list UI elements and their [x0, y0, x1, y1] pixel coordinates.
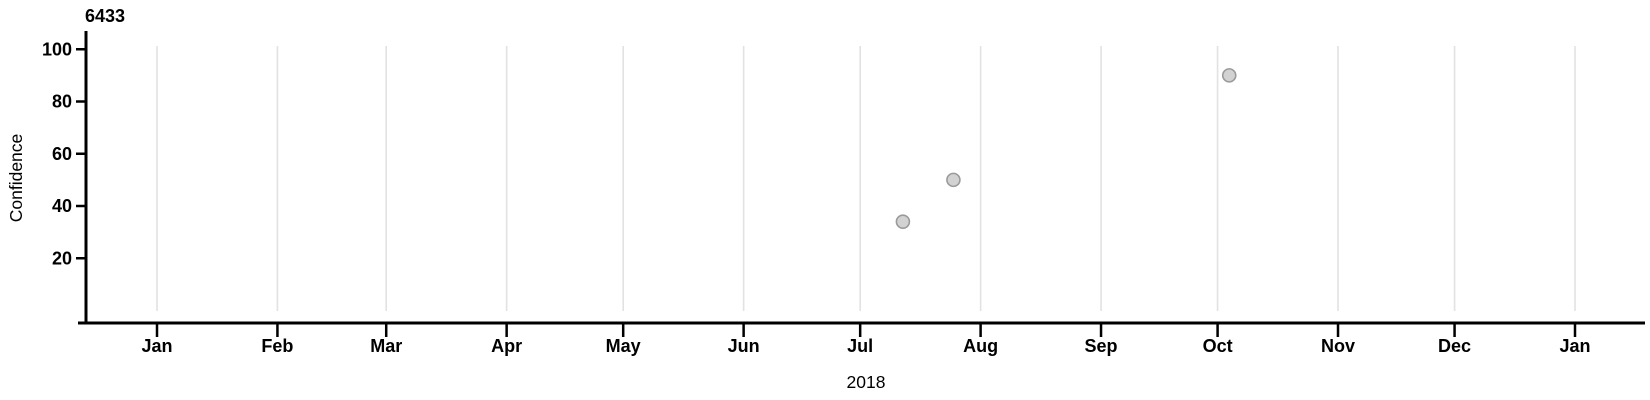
x-tick-label: Nov [1321, 336, 1355, 356]
y-tick-label: 60 [52, 144, 72, 164]
y-tick-label: 100 [42, 39, 72, 59]
x-tick-label: Mar [370, 336, 402, 356]
data-point [946, 172, 961, 188]
x-tick-label: Jul [847, 336, 873, 356]
y-tick-label: 20 [52, 248, 72, 268]
x-tick-label: Jun [728, 336, 760, 356]
x-tick-label: Sep [1085, 336, 1118, 356]
data-point [1221, 68, 1237, 83]
y-tick-label: 80 [52, 92, 72, 112]
x-tick-label: Jan [141, 336, 172, 356]
x-tick-label: Oct [1203, 336, 1233, 356]
data-point [895, 214, 911, 229]
x-tick-label: May [606, 336, 641, 356]
x-axis-label: 2018 [847, 372, 886, 392]
x-tick-label: Feb [261, 336, 293, 356]
chart-title: 6433 [85, 6, 125, 26]
y-axis-label: Confidence [6, 134, 26, 223]
x-tick-label: Aug [963, 336, 998, 356]
y-tick-label: 40 [52, 196, 72, 216]
x-tick-label: Apr [491, 336, 522, 356]
x-tick-label: Jan [1559, 336, 1590, 356]
x-tick-label: Dec [1438, 336, 1471, 356]
plot-geometry: Jan Feb Mar Apr May Jun Jul Aug Sep Oct Nov Dec Jan 2… [42, 31, 1645, 356]
